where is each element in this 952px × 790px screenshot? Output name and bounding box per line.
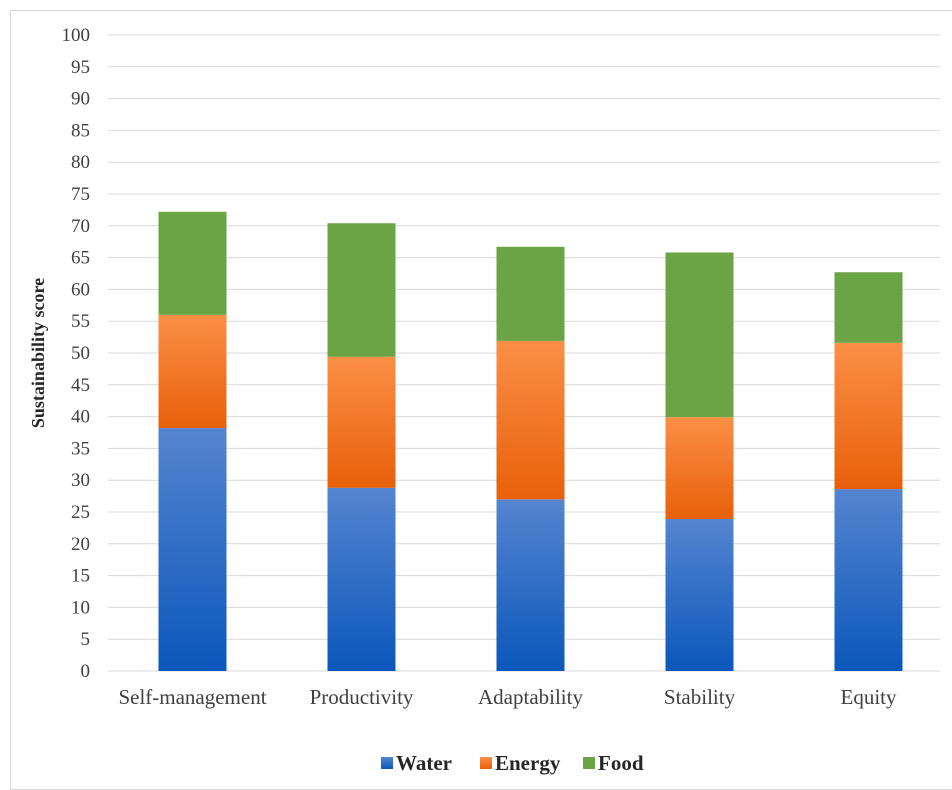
x-category-label: Productivity — [310, 685, 414, 709]
bar-food-self-management — [158, 211, 227, 315]
y-tick-label: 90 — [71, 89, 90, 110]
bar-energy-equity — [834, 342, 903, 490]
y-tick-label: 65 — [71, 248, 90, 269]
bar-energy-self-management — [158, 314, 227, 429]
legend-label-water: Water — [396, 751, 452, 775]
bar-food-productivity — [327, 223, 396, 357]
y-axis-ticks: 0 5 10 15 20 25 30 35 40 45 50 55 60 65 70 75 80 85 90 95 10… — [62, 25, 91, 682]
bar-food-adaptability — [496, 246, 565, 341]
legend-swatch-food — [583, 757, 595, 769]
x-axis-categories: Self-management Productivity Adaptability S… — [118, 685, 897, 709]
bar-food-stability — [665, 252, 734, 418]
y-tick-label: 5 — [81, 629, 91, 650]
bar-energy-adaptability — [496, 340, 565, 500]
legend-label-energy: Energy — [495, 751, 561, 775]
y-tick-label: 95 — [71, 57, 90, 78]
y-tick-label: 50 — [71, 343, 90, 364]
y-tick-label: 30 — [71, 470, 90, 491]
y-tick-label: 25 — [71, 502, 90, 523]
legend-swatch-water — [381, 757, 393, 769]
y-tick-label: 40 — [71, 407, 90, 428]
bar-energy-stability — [665, 417, 734, 519]
y-tick-label: 0 — [81, 661, 91, 682]
y-tick-label: 35 — [71, 438, 90, 459]
legend: Water Energy Food — [381, 751, 644, 775]
bar-food-equity — [834, 272, 903, 343]
y-tick-label: 10 — [71, 597, 90, 618]
x-category-label: Self-management — [118, 685, 266, 709]
bar-water-self-management — [158, 428, 227, 671]
bar-energy-productivity — [327, 356, 396, 488]
y-tick-label: 45 — [71, 375, 90, 396]
y-tick-label: 75 — [71, 184, 90, 205]
x-category-label: Adaptability — [478, 685, 583, 709]
bar-water-productivity — [327, 487, 396, 671]
y-tick-label: 20 — [71, 534, 90, 555]
bar-water-adaptability — [496, 499, 565, 671]
legend-label-food: Food — [598, 751, 644, 775]
bar-water-stability — [665, 518, 734, 671]
x-category-label: Equity — [841, 685, 897, 709]
y-axis-title: Sustainability score — [28, 278, 48, 428]
y-tick-label: 15 — [71, 566, 90, 587]
y-tick-label: 85 — [71, 120, 90, 141]
y-tick-label: 70 — [71, 216, 90, 237]
bars — [158, 211, 903, 671]
legend-swatch-energy — [480, 757, 492, 769]
y-tick-label: 100 — [62, 25, 91, 46]
y-tick-label: 60 — [71, 279, 90, 300]
y-tick-label: 55 — [71, 311, 90, 332]
x-category-label: Stability — [664, 685, 736, 709]
bar-water-equity — [834, 489, 903, 671]
y-tick-label: 80 — [71, 152, 90, 173]
